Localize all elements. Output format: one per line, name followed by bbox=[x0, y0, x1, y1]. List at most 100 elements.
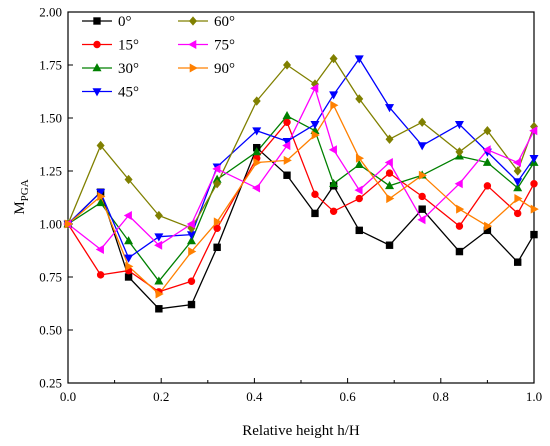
data-point bbox=[213, 217, 222, 227]
data-point bbox=[186, 219, 195, 229]
legend-label: 90° bbox=[214, 61, 235, 77]
data-point bbox=[96, 197, 106, 207]
y-tick-label: 0.50 bbox=[39, 323, 62, 338]
data-point bbox=[213, 179, 222, 189]
data-point bbox=[328, 145, 337, 155]
data-point bbox=[529, 154, 539, 164]
data-point bbox=[354, 185, 363, 195]
data-point bbox=[252, 96, 261, 106]
data-point bbox=[456, 204, 465, 214]
series-line bbox=[67, 115, 535, 282]
data-point bbox=[418, 170, 427, 180]
data-point bbox=[310, 83, 319, 93]
data-point bbox=[386, 194, 395, 204]
data-point bbox=[282, 141, 291, 151]
data-point bbox=[385, 169, 394, 177]
data-point bbox=[124, 174, 133, 185]
data-point bbox=[417, 142, 427, 151]
data-point bbox=[513, 258, 522, 266]
y-tick-label: 1.25 bbox=[39, 164, 62, 179]
data-point bbox=[354, 55, 364, 64]
data-point bbox=[418, 117, 427, 127]
series-line bbox=[67, 147, 535, 310]
data-point bbox=[329, 207, 338, 215]
data-point bbox=[155, 305, 163, 313]
data-point bbox=[530, 180, 538, 188]
x-axis-title: Relative height h/H bbox=[242, 423, 360, 439]
legend-label: 45° bbox=[118, 85, 139, 101]
legend-swatch-marker bbox=[188, 39, 197, 50]
data-point bbox=[355, 226, 363, 235]
data-point bbox=[329, 91, 339, 100]
legend-label: 0° bbox=[118, 14, 132, 30]
legend-swatch-marker bbox=[93, 17, 101, 25]
data-point bbox=[213, 224, 221, 232]
data-point bbox=[123, 211, 132, 221]
data-point bbox=[455, 247, 464, 256]
data-point bbox=[64, 219, 73, 229]
data-point bbox=[529, 126, 538, 136]
x-tick-label: 0.4 bbox=[246, 389, 263, 404]
data-point bbox=[482, 157, 492, 166]
y-tick-label: 2.00 bbox=[39, 5, 62, 20]
data-point bbox=[154, 240, 163, 250]
data-point bbox=[213, 243, 221, 252]
data-point bbox=[154, 276, 164, 285]
data-point bbox=[354, 159, 364, 168]
data-point bbox=[513, 209, 522, 218]
data-point bbox=[482, 145, 491, 155]
data-point bbox=[311, 130, 320, 140]
legend: 0° 15° 30° 45° 60° 75° 90° bbox=[82, 14, 235, 101]
data-point bbox=[252, 147, 262, 156]
data-point bbox=[530, 230, 538, 239]
legend-swatch-marker bbox=[92, 63, 102, 72]
y-tick-label: 1.00 bbox=[39, 217, 62, 232]
data-point bbox=[124, 254, 134, 263]
data-point bbox=[454, 121, 464, 130]
data-point bbox=[95, 244, 104, 254]
data-point bbox=[483, 126, 492, 136]
data-point bbox=[251, 183, 261, 193]
data-point bbox=[187, 300, 196, 309]
data-point bbox=[455, 147, 464, 157]
data-point bbox=[530, 204, 539, 214]
x-tick-label: 0.6 bbox=[339, 389, 356, 404]
data-point bbox=[355, 94, 364, 104]
data-point bbox=[455, 222, 464, 230]
x-tick-label: 1.0 bbox=[526, 389, 542, 404]
data-point bbox=[355, 153, 365, 163]
y-tick-label: 1.50 bbox=[39, 111, 62, 126]
data-point bbox=[283, 60, 292, 70]
data-point bbox=[418, 192, 426, 201]
legend-label: 15° bbox=[118, 38, 139, 54]
legend-swatch-marker bbox=[93, 40, 101, 49]
legend-swatch-marker bbox=[189, 16, 197, 26]
data-point bbox=[124, 273, 133, 281]
series-markers bbox=[63, 53, 539, 313]
data-point bbox=[513, 166, 522, 176]
data-point bbox=[385, 104, 395, 113]
y-tick-label: 0.25 bbox=[39, 376, 62, 391]
data-point bbox=[311, 209, 319, 218]
y-tick-label: 0.75 bbox=[39, 270, 62, 285]
x-tick-label: 0.8 bbox=[433, 389, 449, 404]
legend-label: 75° bbox=[214, 38, 235, 54]
data-point bbox=[212, 164, 221, 174]
data-point bbox=[96, 271, 105, 279]
data-point bbox=[454, 179, 463, 189]
axis-ticks: 0.0 0.2 0.4 0.6 0.8 1.0 0.25 0.50 0.75 1.00 1.25 1.… bbox=[39, 5, 542, 405]
data-point bbox=[252, 127, 262, 136]
data-point bbox=[384, 158, 393, 168]
x-tick-label: 0.2 bbox=[153, 389, 169, 404]
data-point bbox=[355, 194, 363, 203]
data-point bbox=[188, 247, 197, 257]
data-point bbox=[97, 191, 106, 201]
legend-swatch-marker bbox=[92, 88, 102, 97]
data-point bbox=[484, 221, 493, 231]
data-point bbox=[385, 241, 394, 249]
data-point bbox=[310, 121, 320, 130]
data-point bbox=[418, 205, 426, 213]
data-point bbox=[154, 210, 163, 221]
y-axis-title: MPGA bbox=[12, 179, 31, 214]
